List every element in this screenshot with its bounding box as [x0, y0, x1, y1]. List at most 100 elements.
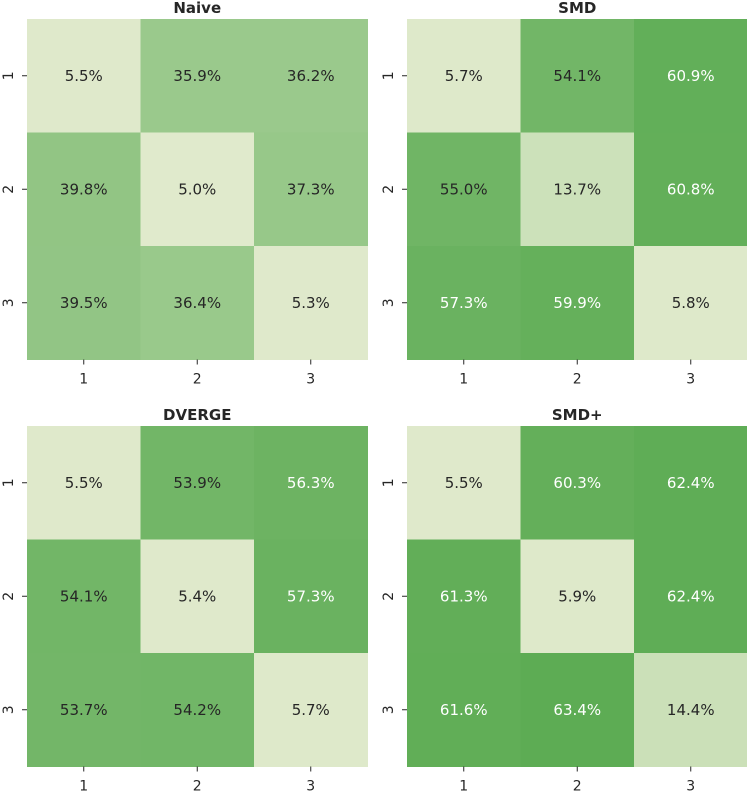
cell-value-label: 5.9% — [558, 587, 596, 605]
y-tick-label: 2 — [1, 592, 17, 601]
cell-value-label: 55.0% — [440, 180, 488, 198]
heatmap-panel: SMD+ 5.5% 60.3% 62.4% 61.3% 5.9% 62.4% 61.6% 63.… — [381, 406, 747, 795]
heatmap-cell — [407, 426, 521, 540]
heatmap-cell — [27, 132, 141, 247]
y-tick-label: 2 — [381, 185, 397, 194]
heatmap-cell — [634, 426, 747, 540]
cell-value-label: 60.9% — [667, 67, 715, 85]
heatmap-cell — [140, 653, 255, 767]
heatmap-cell — [634, 246, 747, 360]
heatmap-panel: Naive 5.5% 35.9% 36.2% 39.8% 5.0% 37.3% 39.5% 36… — [1, 0, 368, 388]
x-tick-label: 2 — [193, 779, 202, 795]
cell-value-label: 53.7% — [60, 701, 108, 719]
y-tick-label: 3 — [1, 705, 17, 714]
x-tick-label: 3 — [306, 372, 315, 388]
y-tick-label: 2 — [1, 185, 17, 194]
cell-value-label: 39.5% — [60, 294, 108, 312]
cell-value-label: 54.1% — [553, 67, 601, 85]
cell-value-label: 61.6% — [440, 701, 488, 719]
panel-title: DVERGE — [163, 406, 231, 424]
panel-title: SMD+ — [552, 406, 603, 424]
heatmap-cell — [254, 19, 368, 133]
panel-title: Naive — [173, 0, 221, 17]
cell-value-label: 14.4% — [667, 701, 715, 719]
cell-value-label: 5.4% — [178, 587, 216, 605]
y-tick-label: 1 — [1, 478, 17, 487]
cell-value-label: 59.9% — [553, 294, 601, 312]
heatmap-cell — [407, 246, 521, 360]
x-tick-label: 1 — [459, 372, 468, 388]
x-tick-label: 3 — [306, 779, 315, 795]
cell-value-label: 5.0% — [178, 180, 216, 198]
y-tick-label: 3 — [1, 298, 17, 307]
y-tick-label: 1 — [1, 71, 17, 80]
x-tick-label: 1 — [79, 779, 88, 795]
heatmap-cell — [140, 539, 255, 654]
heatmap-cell — [520, 132, 635, 247]
cell-value-label: 57.3% — [287, 587, 335, 605]
heatmap-cell — [520, 426, 635, 540]
heatmap-cell — [634, 653, 747, 767]
cell-value-label: 57.3% — [440, 294, 488, 312]
x-tick-label: 2 — [573, 779, 582, 795]
cell-value-label: 62.4% — [667, 474, 715, 492]
cell-value-label: 5.7% — [292, 701, 330, 719]
heatmap-cell — [407, 653, 521, 767]
cell-value-label: 36.2% — [287, 67, 335, 85]
cell-value-label: 62.4% — [667, 587, 715, 605]
x-tick-label: 3 — [686, 372, 695, 388]
cell-value-label: 60.3% — [553, 474, 601, 492]
heatmap-cell — [407, 132, 521, 247]
cell-value-label: 53.9% — [173, 474, 221, 492]
heatmap-cell — [634, 132, 747, 247]
x-tick-label: 1 — [459, 779, 468, 795]
cell-value-label: 36.4% — [173, 294, 221, 312]
cell-value-label: 60.8% — [667, 180, 715, 198]
heatmap-cell — [254, 132, 368, 247]
cell-value-label: 5.5% — [445, 474, 483, 492]
heatmap-cell — [520, 539, 635, 654]
y-tick-label: 3 — [381, 705, 397, 714]
heatmap-cell — [254, 539, 368, 654]
heatmap-cell — [27, 19, 141, 133]
panel-title: SMD — [558, 0, 596, 17]
cell-value-label: 5.7% — [445, 67, 483, 85]
heatmap-cell — [634, 539, 747, 654]
x-tick-label: 3 — [686, 779, 695, 795]
cell-value-label: 35.9% — [173, 67, 221, 85]
heatmap-cell — [407, 539, 521, 654]
cell-value-label: 39.8% — [60, 180, 108, 198]
heatmap-cell — [407, 19, 521, 133]
heatmap-panel: DVERGE 5.5% 53.9% 56.3% 54.1% 5.4% 57.3% 53.7% 5… — [1, 406, 368, 795]
cell-value-label: 5.5% — [65, 474, 103, 492]
cell-value-label: 63.4% — [553, 701, 601, 719]
y-tick-label: 3 — [381, 298, 397, 307]
heatmap-cell — [27, 653, 141, 767]
heatmap-cell — [254, 246, 368, 360]
heatmap-cell — [520, 19, 635, 133]
heatmap-cell — [634, 19, 747, 133]
y-tick-label: 2 — [381, 592, 397, 601]
heatmap-cell — [27, 426, 141, 540]
y-tick-label: 1 — [381, 71, 397, 80]
x-tick-label: 1 — [79, 372, 88, 388]
heatmap-cell — [140, 246, 255, 360]
heatmap-cell — [27, 539, 141, 654]
x-tick-label: 2 — [193, 372, 202, 388]
cell-value-label: 54.2% — [173, 701, 221, 719]
heatmap-cell — [140, 426, 255, 540]
x-tick-label: 2 — [573, 372, 582, 388]
heatmap-cell — [520, 653, 635, 767]
heatmap-cell — [140, 132, 255, 247]
heatmap-cell — [520, 246, 635, 360]
cell-value-label: 54.1% — [60, 587, 108, 605]
y-tick-label: 1 — [381, 478, 397, 487]
cell-value-label: 5.3% — [292, 294, 330, 312]
cell-value-label: 5.8% — [672, 294, 710, 312]
cell-value-label: 13.7% — [553, 180, 601, 198]
cell-value-label: 37.3% — [287, 180, 335, 198]
heatmap-cell — [140, 19, 255, 133]
cell-value-label: 61.3% — [440, 587, 488, 605]
heatmap-cell — [27, 246, 141, 360]
